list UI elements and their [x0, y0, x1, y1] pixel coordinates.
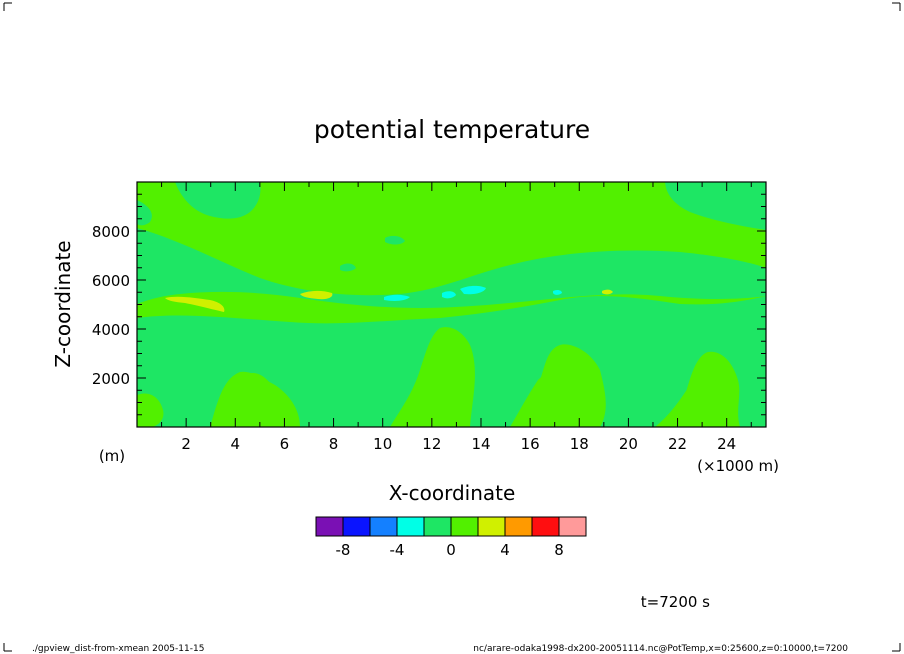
- colorbar-swatch: [450, 516, 479, 537]
- colorbar-tick-labels: -8 -4 0 4 8: [336, 541, 564, 559]
- x-tick-label: 2: [181, 435, 191, 453]
- y-tick-label: 2000: [92, 370, 130, 388]
- axis-ticks: [136, 182, 766, 427]
- field-region-lower-band: [137, 296, 766, 427]
- x-tick-label: 22: [668, 435, 687, 453]
- y-axis-label: Z-coordinate: [51, 240, 75, 367]
- corner-marks: [3, 2, 901, 652]
- x-tick-label: 6: [280, 435, 290, 453]
- footer-left: ./gpview_dist-from-xmean 2005-11-15: [32, 644, 204, 654]
- colorbar-tick-label: -4: [390, 541, 405, 559]
- field-region-upper-left: [137, 182, 405, 272]
- x-tick-label: 8: [329, 435, 339, 453]
- colorbar-tick-label: 0: [446, 541, 456, 559]
- footer-right: nc/arare-odaka1998-dx200-20051114.nc@Pot…: [473, 644, 848, 654]
- colorbar-swatch: [315, 516, 344, 537]
- colorbar-tick-label: 4: [500, 541, 510, 559]
- colorbar-swatch: [423, 516, 452, 537]
- y-tick-label: 8000: [92, 223, 130, 241]
- field-region-cool-anomalies: [384, 285, 562, 301]
- y-tick-label: 6000: [92, 272, 130, 290]
- x-tick-label: 18: [570, 435, 589, 453]
- colorbar-tick-label: 8: [554, 541, 564, 559]
- chart-title: potential temperature: [314, 115, 590, 144]
- x-tick-label: 12: [422, 435, 441, 453]
- x-tick-label: 4: [231, 435, 241, 453]
- colorbar-swatch: [558, 516, 587, 537]
- colorbar-tick-label: -8: [336, 541, 351, 559]
- x-tick-label: 24: [717, 435, 736, 453]
- colorbar-swatch: [531, 516, 560, 537]
- x-axis-label: X-coordinate: [389, 481, 516, 505]
- colorbar-swatch: [504, 516, 533, 537]
- x-tick-label: 20: [619, 435, 638, 453]
- x-tick-labels: 2 4 6 8 10 12 14 16 18 20 22 24: [181, 435, 736, 453]
- x-tick-label: 14: [471, 435, 490, 453]
- colorbar-swatch: [342, 516, 371, 537]
- colorbar-swatch: [369, 516, 398, 537]
- plot-area: [137, 182, 766, 427]
- x-tick-label: 10: [373, 435, 392, 453]
- plot-frame: [136, 181, 767, 428]
- field-region-upper-right: [665, 182, 766, 230]
- field-region-lower-cells: [137, 372, 721, 427]
- x-axis-unit: (×1000 m): [697, 457, 779, 475]
- field-region-mid-band: [137, 228, 766, 308]
- colorbar: [315, 516, 587, 537]
- x-tick-label: 16: [521, 435, 540, 453]
- colorbar-swatch: [477, 516, 506, 537]
- y-tick-labels: 2000 4000 6000 8000: [92, 223, 130, 388]
- time-label: t=7200 s: [641, 593, 710, 611]
- y-axis-unit: (m): [99, 447, 125, 465]
- colorbar-swatch: [396, 516, 425, 537]
- y-tick-label: 4000: [92, 321, 130, 339]
